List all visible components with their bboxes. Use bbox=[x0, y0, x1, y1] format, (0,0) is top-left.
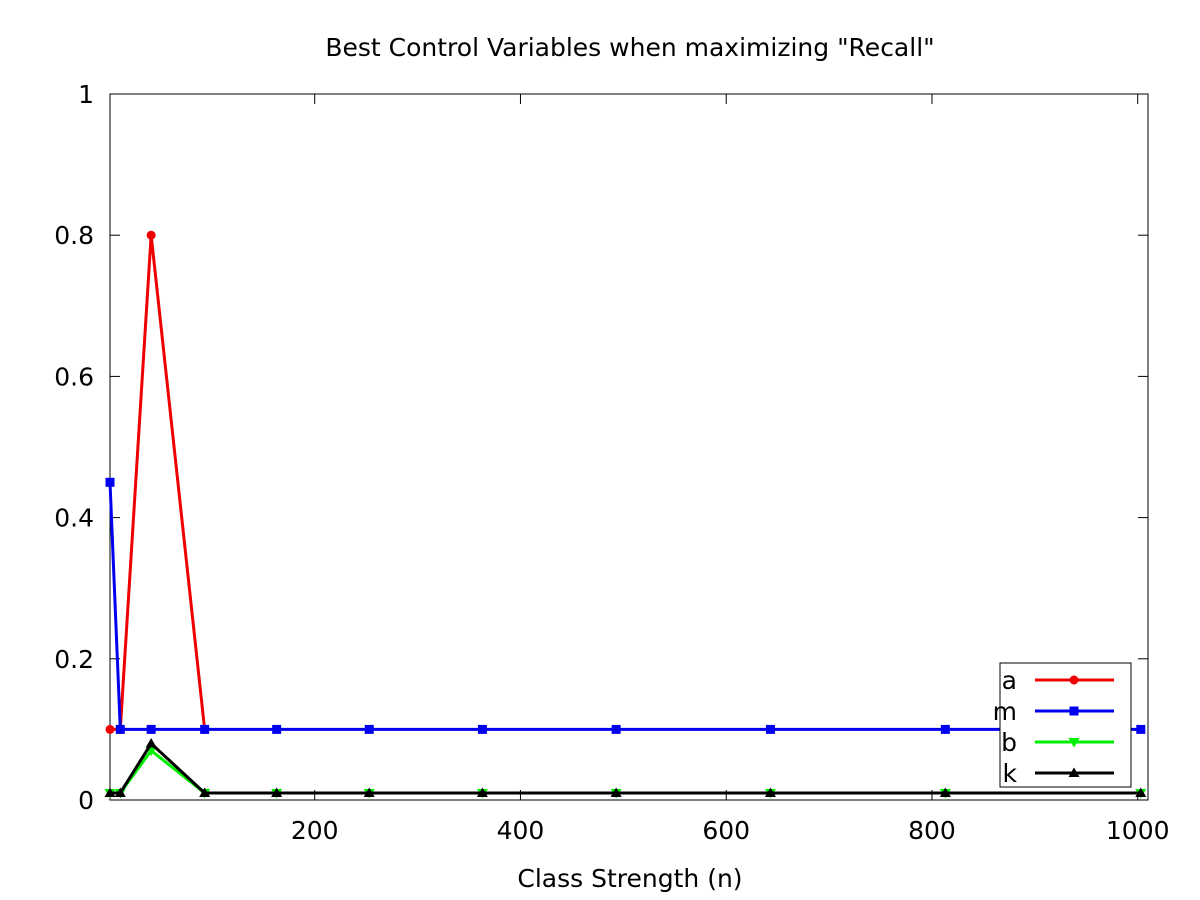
data-point-m bbox=[765, 724, 775, 734]
data-point-m bbox=[940, 724, 950, 734]
x-tick-label: 1000 bbox=[1106, 816, 1170, 845]
legend-box bbox=[999, 662, 1132, 788]
data-point-k bbox=[104, 787, 116, 797]
data-point-k bbox=[764, 787, 776, 797]
legend-marker-k bbox=[1068, 767, 1080, 777]
y-tick-label: 0.2 bbox=[54, 645, 94, 674]
series-line-a bbox=[110, 235, 207, 731]
data-point-k bbox=[363, 787, 375, 797]
axes: 0 0.2 0.4 0.6 0.8 1 200 400 600 800 1000 bbox=[54, 80, 1169, 845]
x-tick-label: 400 bbox=[497, 816, 545, 845]
data-point-m bbox=[364, 724, 374, 734]
data-point-k bbox=[114, 787, 126, 797]
series-k bbox=[104, 738, 1147, 797]
chart-title: Best Control Variables when maximizing "… bbox=[325, 33, 934, 62]
data-point-k bbox=[145, 738, 157, 748]
data-point-m bbox=[1136, 724, 1146, 734]
legend-marker-b bbox=[1068, 738, 1080, 748]
legend-marker-m bbox=[1069, 706, 1079, 716]
data-point-a bbox=[146, 230, 156, 240]
data-point-m bbox=[477, 724, 487, 734]
data-point-m bbox=[611, 724, 621, 734]
plot-frame bbox=[109, 93, 1149, 801]
data-point-k bbox=[939, 787, 951, 797]
y-tick-label: 1 bbox=[78, 80, 94, 109]
data-point-k bbox=[610, 787, 622, 797]
legend-label-a: a bbox=[1002, 666, 1017, 695]
data-point-k bbox=[1135, 787, 1147, 797]
series-m bbox=[105, 477, 1146, 734]
data-point-k bbox=[199, 787, 211, 797]
data-point-m bbox=[105, 477, 115, 487]
legend-marker-a bbox=[1069, 675, 1079, 685]
y-tick-label: 0.4 bbox=[54, 504, 94, 533]
series-line-k bbox=[110, 741, 1141, 795]
data-point-m bbox=[200, 724, 210, 734]
series-line-b bbox=[110, 748, 1141, 795]
data-point-m bbox=[146, 724, 156, 734]
y-tick-label: 0.8 bbox=[54, 221, 94, 250]
series-b bbox=[104, 746, 1147, 799]
x-tick-label: 800 bbox=[908, 816, 956, 845]
legend-label-m: m bbox=[993, 697, 1017, 726]
series-a bbox=[105, 230, 210, 734]
x-axis-label: Class Strength (n) bbox=[517, 864, 742, 893]
y-tick-label: 0.6 bbox=[54, 362, 94, 391]
y-tick-label: 0 bbox=[78, 786, 94, 815]
data-point-k bbox=[271, 787, 283, 797]
data-point-m bbox=[115, 724, 125, 734]
data-point-a bbox=[105, 724, 115, 734]
x-tick-label: 600 bbox=[702, 816, 750, 845]
data-point-m bbox=[272, 724, 282, 734]
series-layer bbox=[104, 230, 1147, 799]
legend-label-b: b bbox=[1001, 728, 1017, 757]
legend-label-k: k bbox=[1003, 759, 1018, 788]
x-tick-label: 200 bbox=[291, 816, 339, 845]
series-line-m bbox=[108, 482, 1141, 731]
data-point-k bbox=[476, 787, 488, 797]
